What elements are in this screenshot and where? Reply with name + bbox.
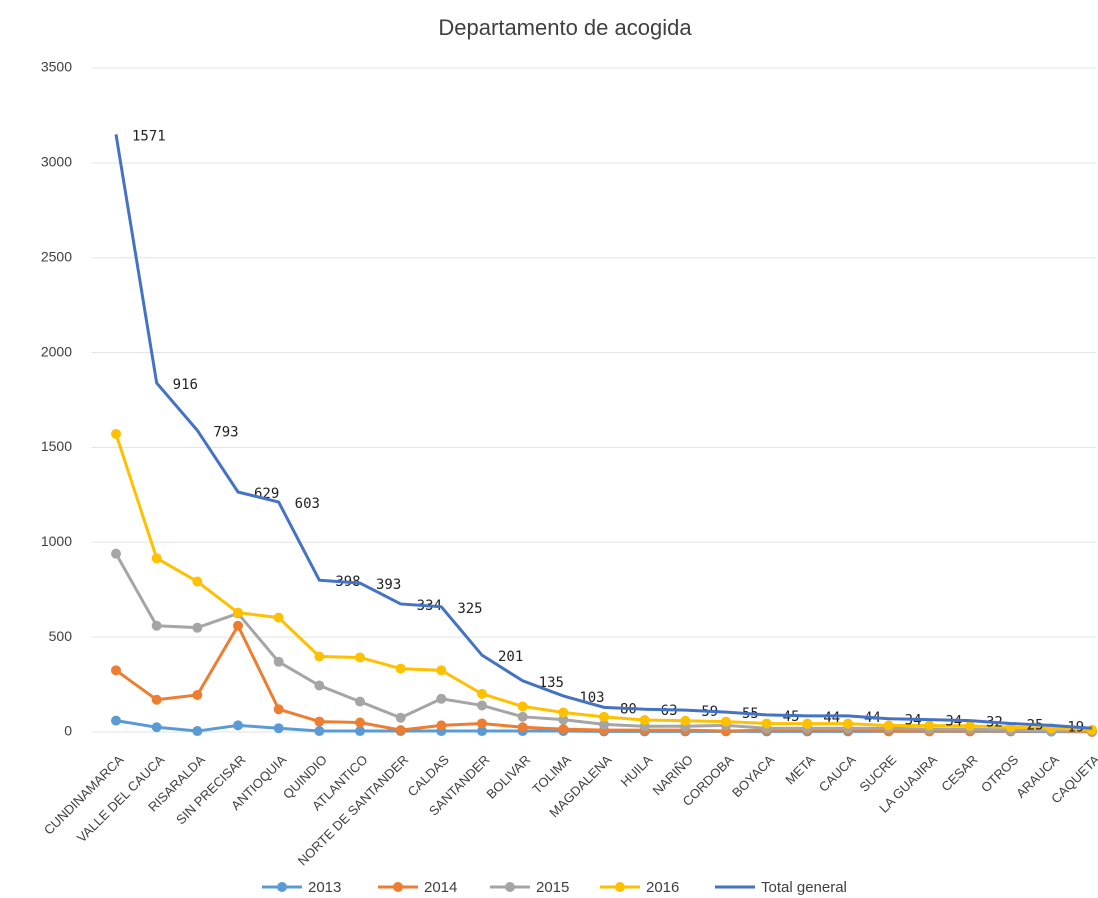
point [192,726,203,737]
data-label: 1571 [132,128,166,144]
y-tick-label: 3000 [41,154,72,170]
y-tick-label: 3500 [41,59,72,75]
y-tick-label: 1000 [41,533,72,549]
point [314,716,325,727]
y-tick-label: 0 [64,723,72,739]
legend-marker [505,882,515,892]
point [151,620,162,631]
point [151,722,162,733]
legend-marker [615,882,625,892]
point [111,428,121,439]
point [314,651,325,662]
x-tick-label: CESAR [938,752,980,794]
data-label: 393 [376,577,401,593]
point [111,715,121,726]
point [517,722,528,733]
point [151,553,162,564]
point [965,720,975,731]
data-label: 135 [539,675,564,691]
legend-label: 2015 [536,879,569,896]
point [761,718,772,729]
point [436,720,447,731]
point [355,717,365,728]
point [273,704,284,715]
data-label: 603 [295,496,320,512]
point [802,718,813,729]
chart-title: Departamento de acogida [438,15,692,40]
point [273,612,284,623]
point [883,720,894,731]
data-label: 325 [457,601,482,617]
point [233,607,243,618]
x-tick-label: BOYACA [729,752,777,800]
x-tick-label: SIN PRECISAR [173,752,248,827]
point [558,707,569,718]
point [843,718,853,729]
x-tick-label: BOLIVAR [483,752,533,802]
point [477,718,487,729]
point [517,711,528,722]
point [599,711,609,722]
point [680,715,691,726]
data-label: 916 [173,377,198,393]
point [355,726,365,737]
legend-label: 2014 [424,879,457,896]
y-tick-label: 1500 [41,438,72,454]
point [273,723,284,734]
y-tick-label: 2000 [41,343,72,359]
point [111,665,121,676]
point [395,712,406,723]
point [314,726,325,737]
y-tick-label: 2500 [41,248,72,264]
point [192,690,203,701]
point [355,696,365,707]
point [233,620,243,631]
legend-marker [393,882,403,892]
y-tick-label: 500 [49,628,73,644]
point [721,716,731,727]
point [639,715,650,726]
point [395,663,406,674]
point [477,700,487,711]
point [558,724,569,735]
legend-label: 2013 [308,879,341,896]
data-label: 793 [213,424,238,440]
point [395,725,406,736]
series-line [114,433,1093,732]
x-tick-label: HUILA [618,752,656,790]
legend-marker [277,882,287,892]
point [477,726,487,737]
point [192,622,203,633]
point [517,701,528,712]
data-label: 201 [498,649,523,665]
point [436,693,447,704]
point [436,665,447,676]
point [599,719,609,730]
legend-label: Total general [761,879,847,896]
point [1087,724,1097,735]
legend-label: 2016 [646,879,679,896]
point [558,714,569,725]
point [273,656,284,667]
point [314,680,325,691]
point [477,688,487,699]
point [233,720,243,731]
data-label: 44 [823,710,840,726]
x-tick-label: META [782,752,818,788]
x-tick-label: CAUCA [816,752,859,795]
series-line [114,134,1093,730]
point [192,576,203,587]
point [111,548,121,559]
point [924,720,935,731]
point [355,652,365,663]
point [151,694,162,705]
